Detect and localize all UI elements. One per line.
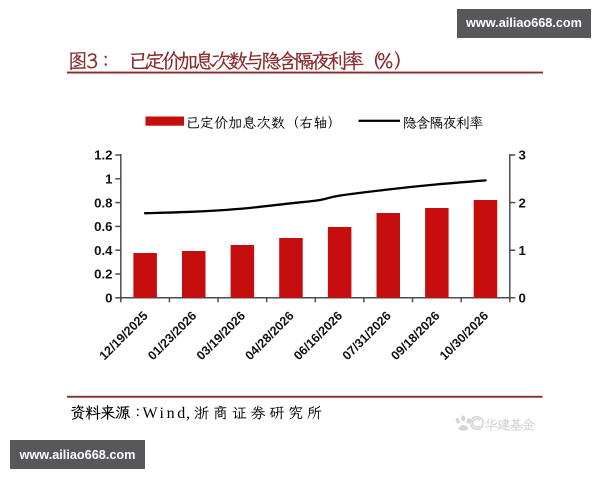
svg-text:,: ,	[186, 405, 190, 422]
svg-text:0.8: 0.8	[94, 195, 112, 210]
svg-text:1: 1	[519, 243, 526, 258]
svg-text:0: 0	[105, 291, 112, 306]
svg-text:1: 1	[105, 172, 112, 187]
svg-text:3: 3	[519, 148, 526, 163]
svg-text:0.2: 0.2	[94, 267, 112, 282]
svg-text:2: 2	[519, 195, 526, 210]
svg-text:1.2: 1.2	[94, 148, 112, 163]
svg-text:0: 0	[519, 291, 526, 306]
svg-text:Wind: Wind	[143, 405, 188, 422]
svg-text:0.6: 0.6	[94, 219, 112, 234]
svg-text:0.4: 0.4	[94, 243, 113, 258]
